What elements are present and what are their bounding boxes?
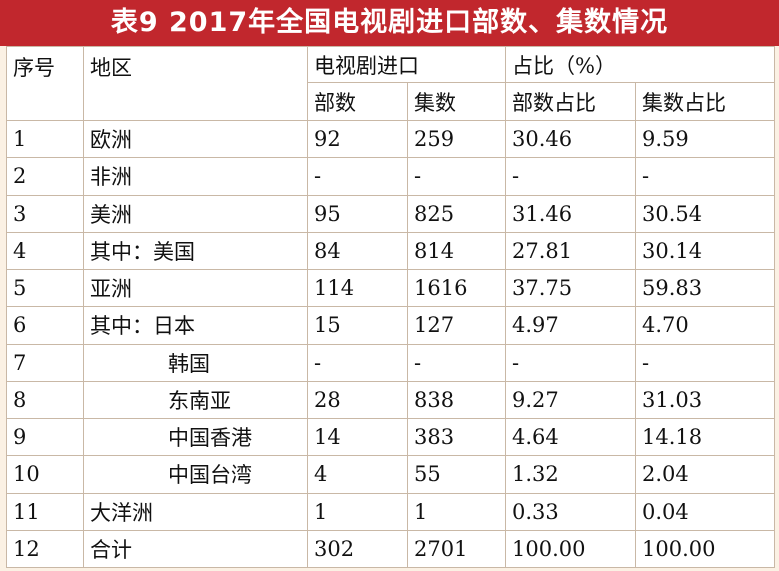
cell-episodes-share: 30.14 <box>635 231 775 271</box>
cell-episodes: 2701 <box>407 529 506 569</box>
cell-parts: 15 <box>307 306 408 345</box>
table-row: 1 欧洲 92 259 30.46 9.59 <box>6 119 775 159</box>
cell-parts-share: 27.81 <box>505 231 636 271</box>
cell-parts: 4 <box>307 455 408 494</box>
table-row: 12 合计 302 2701 100.00 100.00 <box>6 529 775 569</box>
cell-episodes: 1 <box>407 492 506 531</box>
cell-episodes: 55 <box>407 455 506 494</box>
cell-parts: 95 <box>307 194 408 233</box>
cell-episodes-share: - <box>635 343 775 382</box>
cell-episodes-share: 31.03 <box>635 380 775 420</box>
cell-no: 5 <box>6 268 84 308</box>
cell-no: 7 <box>6 343 84 382</box>
cell-region: 其中：美国 <box>83 231 308 271</box>
cell-no: 11 <box>6 492 84 531</box>
cell-parts-share: 30.46 <box>505 119 636 159</box>
cell-no: 3 <box>6 194 84 233</box>
cell-episodes-share: 9.59 <box>635 119 775 159</box>
cell-episodes: - <box>407 343 506 382</box>
cell-episodes-share: - <box>635 157 775 196</box>
cell-episodes: 814 <box>407 231 506 271</box>
cell-no: 2 <box>6 157 84 196</box>
cell-episodes: 1616 <box>407 268 506 308</box>
table-row: 6 其中：日本 15 127 4.97 4.70 <box>6 306 775 345</box>
header-episodes-share: 集数占比 <box>635 82 775 121</box>
cell-episodes-share: 4.70 <box>635 306 775 345</box>
cell-parts-share: 31.46 <box>505 194 636 233</box>
table-row: 5 亚洲 114 1616 37.75 59.83 <box>6 268 775 308</box>
cell-parts-share: 4.97 <box>505 306 636 345</box>
cell-parts-share: - <box>505 343 636 382</box>
header-share: 占比（%） <box>505 46 775 83</box>
header-parts: 部数 <box>307 82 408 121</box>
cell-parts-share: 4.64 <box>505 417 636 457</box>
table-row: 4 其中：美国 84 814 27.81 30.14 <box>6 231 775 271</box>
cell-region: 东南亚 <box>83 380 308 420</box>
cell-episodes-share: 0.04 <box>635 492 775 531</box>
cell-region: 非洲 <box>83 157 308 196</box>
cell-region: 其中：日本 <box>83 306 308 345</box>
cell-region: 韩国 <box>83 343 308 382</box>
header-import: 电视剧进口 <box>307 46 506 83</box>
cell-region: 中国香港 <box>83 417 308 457</box>
cell-parts-share: 9.27 <box>505 380 636 420</box>
cell-region: 中国台湾 <box>83 455 308 494</box>
cell-parts: 92 <box>307 119 408 159</box>
header-parts-share: 部数占比 <box>505 82 636 121</box>
cell-episodes: 127 <box>407 306 506 345</box>
cell-no: 4 <box>6 231 84 271</box>
table-row: 9 中国香港 14 383 4.64 14.18 <box>6 417 775 457</box>
cell-region: 美洲 <box>83 194 308 233</box>
cell-parts: 114 <box>307 268 408 308</box>
cell-region: 欧洲 <box>83 119 308 159</box>
header-seq: 序号 <box>6 46 84 121</box>
table-title: 表9 2017年全国电视剧进口部数、集数情况 <box>0 0 779 46</box>
table-row: 11 大洋洲 1 1 0.33 0.04 <box>6 492 775 531</box>
cell-parts-share: 37.75 <box>505 268 636 308</box>
cell-episodes-share: 30.54 <box>635 194 775 233</box>
cell-parts-share: - <box>505 157 636 196</box>
cell-region: 亚洲 <box>83 268 308 308</box>
table-row: 7 韩国 - - - - <box>6 343 775 382</box>
table-row: 8 东南亚 28 838 9.27 31.03 <box>6 380 775 420</box>
table-row: 10 中国台湾 4 55 1.32 2.04 <box>6 455 775 494</box>
cell-no: 9 <box>6 417 84 457</box>
cell-episodes: 259 <box>407 119 506 159</box>
cell-episodes: 383 <box>407 417 506 457</box>
cell-parts: 1 <box>307 492 408 531</box>
cell-episodes-share: 100.00 <box>635 529 775 569</box>
cell-parts: - <box>307 157 408 196</box>
table-body: 1 欧洲 92 259 30.46 9.59 2 非洲 - - - -3 美洲 95 825 31.46 30.… <box>6 119 775 569</box>
cell-parts: 14 <box>307 417 408 457</box>
cell-parts: - <box>307 343 408 382</box>
cell-episodes-share: 59.83 <box>635 268 775 308</box>
cell-region: 合计 <box>83 529 308 569</box>
cell-parts-share: 1.32 <box>505 455 636 494</box>
header-episodes: 集数 <box>407 82 506 121</box>
import-table: 序号 地区 电视剧进口 占比（%） 部数 集数 部数占比 集数占比 1 欧洲 92 2… <box>6 46 775 569</box>
cell-episodes: - <box>407 157 506 196</box>
cell-region: 大洋洲 <box>83 492 308 531</box>
table-row: 3 美洲 95 825 31.46 30.54 <box>6 194 775 233</box>
cell-parts: 84 <box>307 231 408 271</box>
cell-episodes: 825 <box>407 194 506 233</box>
cell-no: 1 <box>6 119 84 159</box>
cell-episodes-share: 14.18 <box>635 417 775 457</box>
cell-no: 6 <box>6 306 84 345</box>
cell-parts: 302 <box>307 529 408 569</box>
cell-episodes: 838 <box>407 380 506 420</box>
cell-no: 8 <box>6 380 84 420</box>
header-region: 地区 <box>83 46 308 121</box>
table-row: 2 非洲 - - - - <box>6 157 775 196</box>
cell-parts-share: 0.33 <box>505 492 636 531</box>
cell-no: 12 <box>6 529 84 569</box>
cell-parts: 28 <box>307 380 408 420</box>
cell-episodes-share: 2.04 <box>635 455 775 494</box>
cell-no: 10 <box>6 455 84 494</box>
cell-parts-share: 100.00 <box>505 529 636 569</box>
